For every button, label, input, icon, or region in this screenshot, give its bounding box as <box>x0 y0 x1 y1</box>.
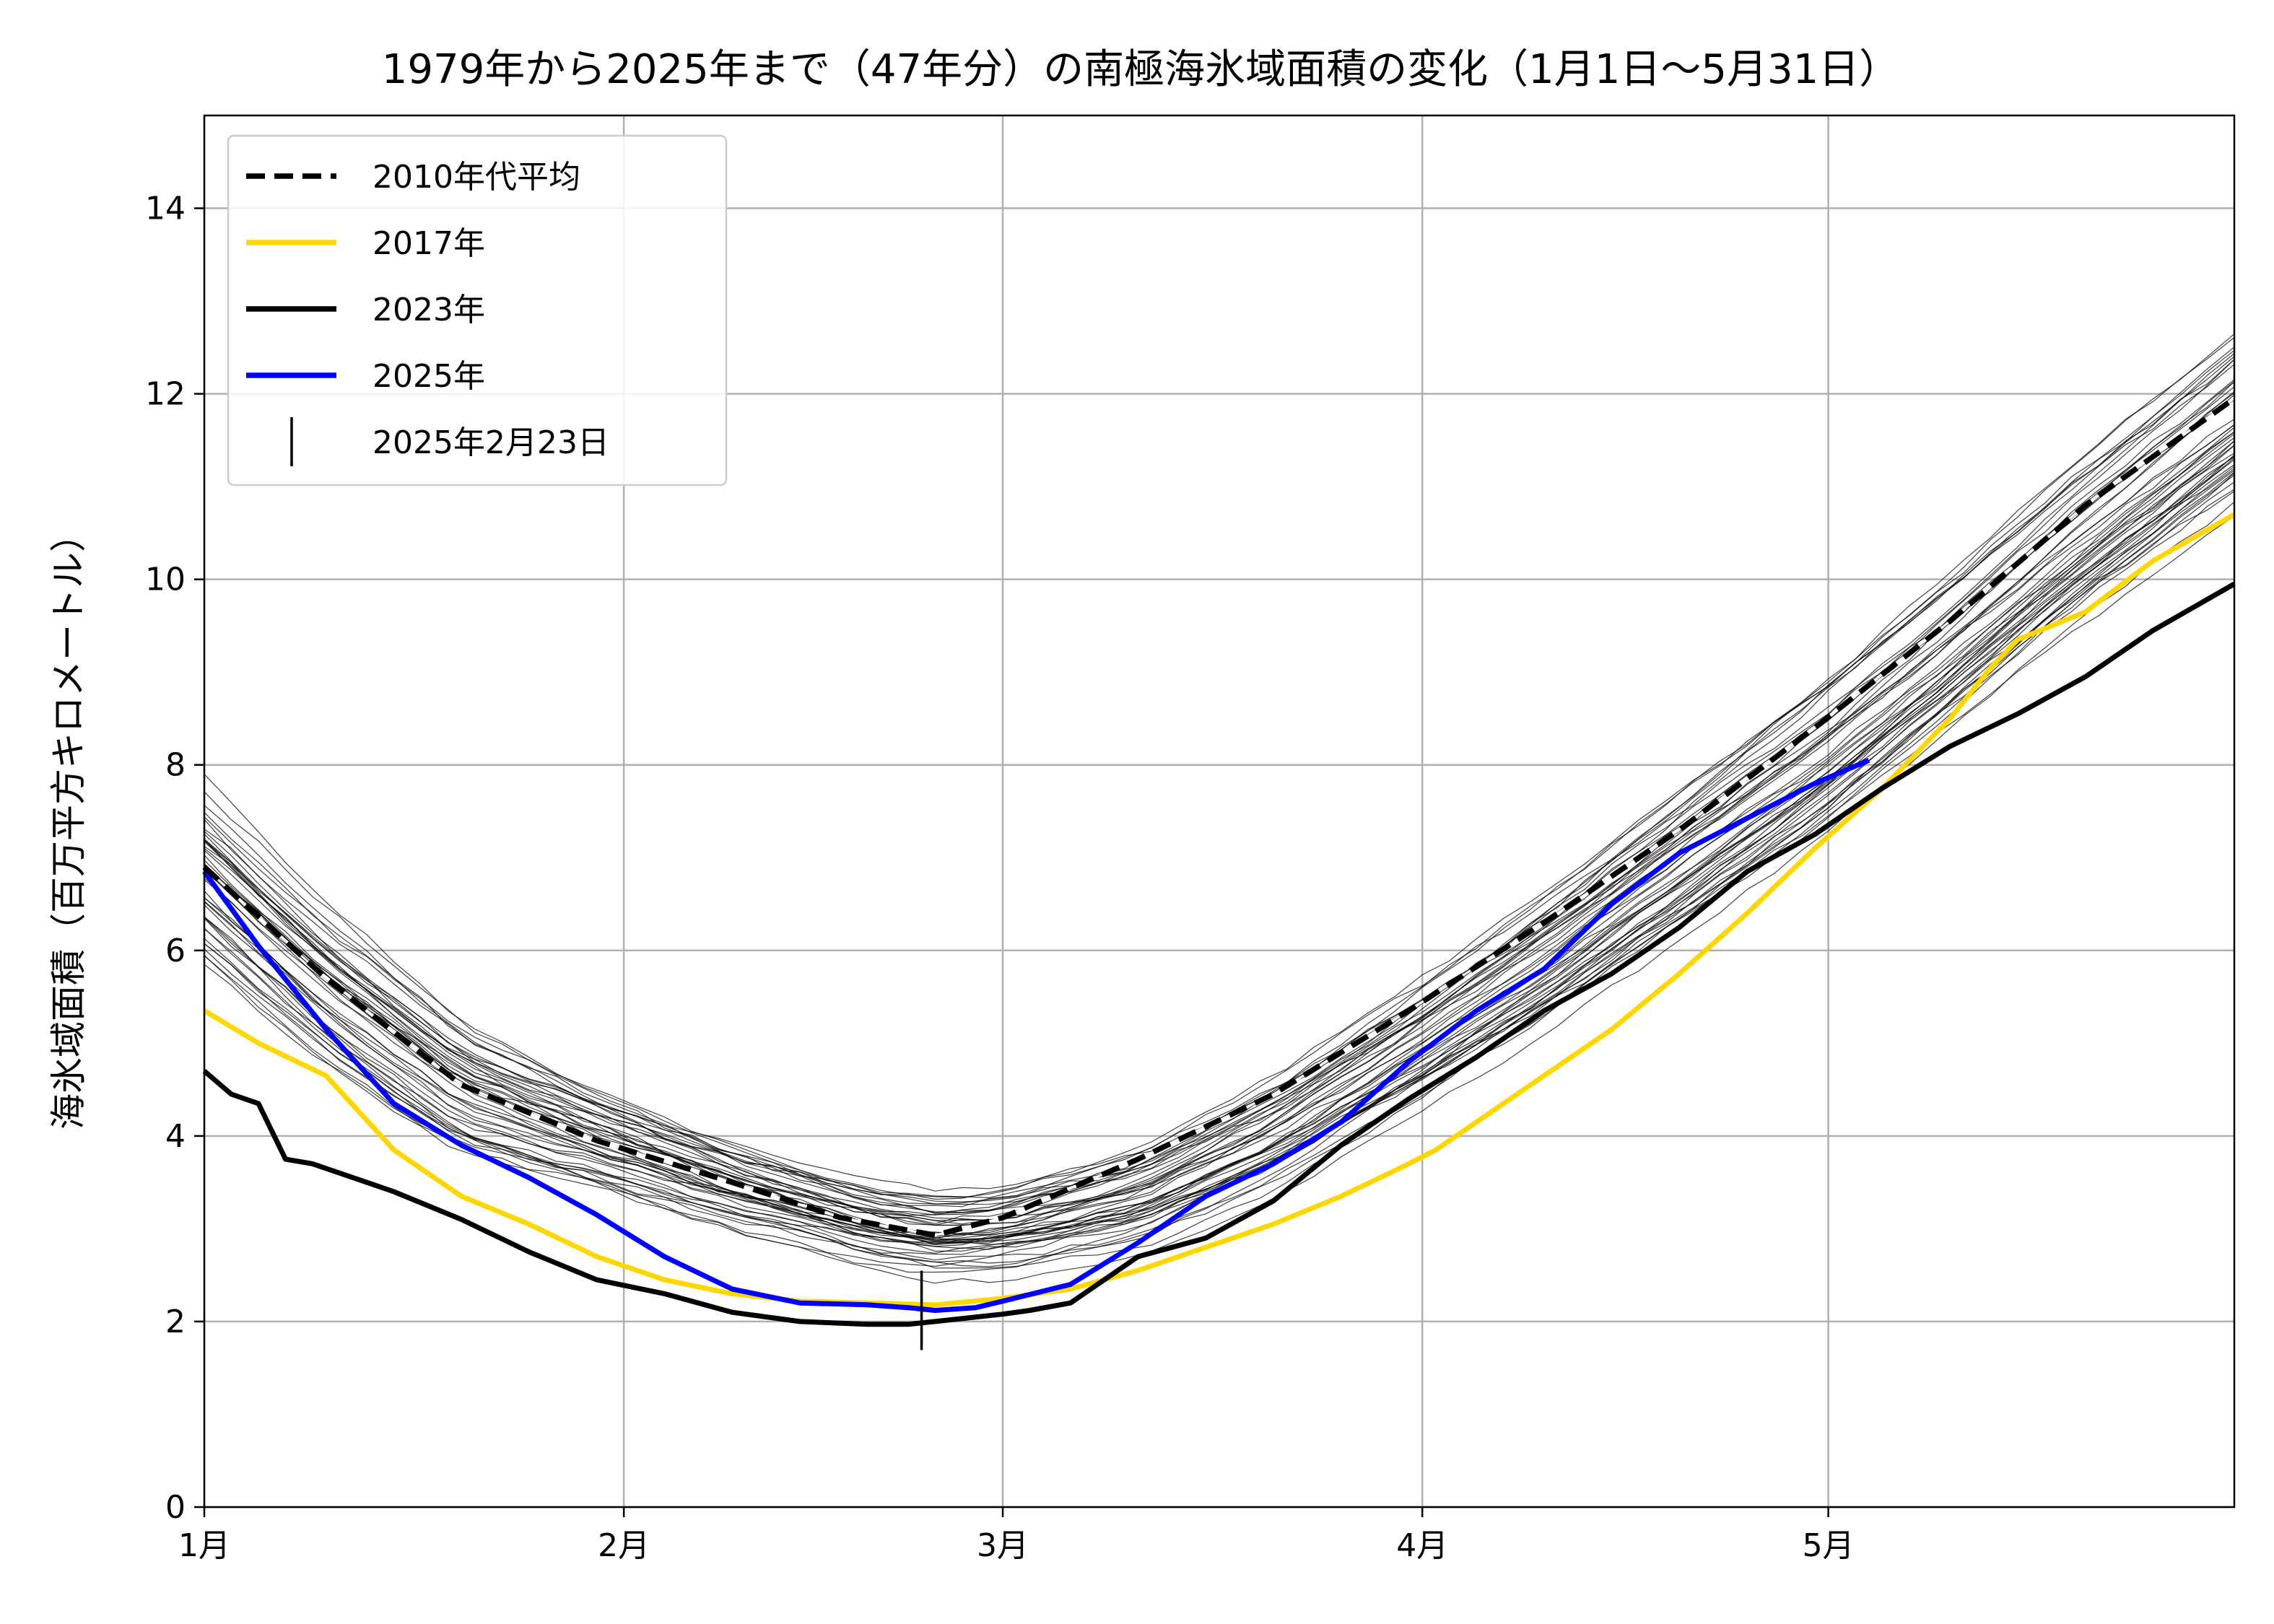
year-line <box>204 473 2235 1267</box>
y-tick-label: 14 <box>145 191 186 227</box>
year-line <box>204 379 2235 1205</box>
series-lines <box>202 396 2236 1327</box>
chart-title: 1979年から2025年まで（47年分）の南極海氷域面積の変化（1月1日〜5月3… <box>382 46 1899 93</box>
legend-box <box>227 134 728 486</box>
year-line <box>204 468 2235 1242</box>
year-line <box>204 424 2235 1213</box>
legend-label: 2025年 <box>373 358 485 395</box>
series-line-3 <box>202 758 1870 1313</box>
year-line <box>204 466 2235 1254</box>
series-line-2 <box>202 582 2236 1327</box>
x-tick-label: 2月 <box>598 1527 650 1564</box>
year-line <box>204 359 2235 1200</box>
year-line <box>204 515 2235 1269</box>
series-line-1 <box>203 512 2236 1308</box>
year-line <box>204 453 2235 1242</box>
y-tick-label: 6 <box>165 933 186 969</box>
year-line <box>204 440 2235 1247</box>
year-line <box>204 390 2235 1239</box>
grid-lines <box>203 115 2234 1509</box>
axes: 1月 2月 3月 4月 5月 0 2 4 6 8 10 12 14 <box>145 191 1855 1564</box>
legend-label: 2025年2月23日 <box>373 424 609 461</box>
plot-frame <box>203 114 2236 1509</box>
year-line <box>204 359 2235 1199</box>
legend-label: 2023年 <box>373 292 485 328</box>
year-line <box>204 489 2235 1264</box>
year-line <box>204 419 2235 1224</box>
y-tick-label: 0 <box>165 1489 186 1526</box>
x-tick-label: 3月 <box>977 1527 1029 1564</box>
year-line <box>204 470 2235 1261</box>
year-line <box>204 381 2235 1225</box>
y-axis-label: 海氷域面積（百万平方キロメートル） <box>48 516 90 1130</box>
y-tick-label: 4 <box>165 1118 186 1155</box>
year-line <box>204 333 2235 1202</box>
year-line <box>204 353 2235 1208</box>
y-tick-label: 2 <box>165 1304 186 1340</box>
year-line <box>204 445 2235 1226</box>
x-tick-label: 1月 <box>178 1527 230 1564</box>
year-line <box>204 437 2235 1221</box>
legend-label: 2010年代平均 <box>373 159 580 196</box>
year-line <box>204 364 2235 1198</box>
legend: 2010年代平均 2017年 2023年 2025年 2025年2月23日 <box>227 134 728 486</box>
year-line <box>204 427 2235 1243</box>
year-line <box>204 440 2235 1235</box>
x-tick-label: 4月 <box>1396 1527 1448 1564</box>
y-tick-label: 10 <box>145 562 186 598</box>
series-line-0 <box>202 396 2236 1239</box>
y-tick-label: 12 <box>145 376 186 413</box>
year-line <box>204 431 2235 1216</box>
y-tick-label: 8 <box>165 747 186 784</box>
x-tick-label: 5月 <box>1803 1527 1855 1564</box>
legend-label: 2017年 <box>373 225 485 262</box>
